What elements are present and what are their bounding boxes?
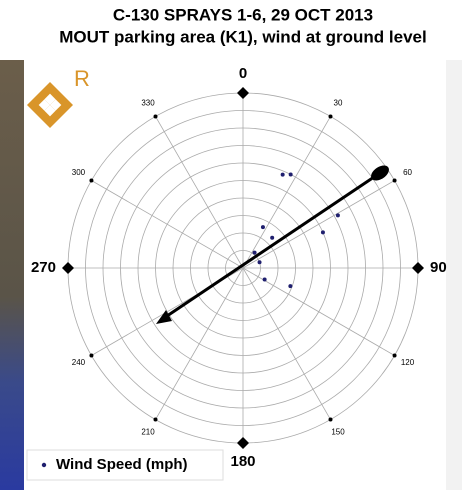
data-point — [281, 173, 285, 177]
theta-tick-label: 180 — [230, 453, 255, 470]
legend: Wind Speed (mph) — [27, 450, 223, 480]
tick-marker — [154, 114, 158, 118]
background-image-strip — [0, 60, 24, 490]
data-point — [253, 251, 257, 255]
tick-marker — [154, 418, 158, 422]
theta-tick-label: 330 — [141, 99, 155, 108]
theta-tick-label: 120 — [401, 358, 415, 367]
theta-tick-label: 0 — [239, 65, 247, 82]
data-point — [258, 260, 262, 264]
theta-tick-label: 30 — [334, 99, 343, 108]
theta-tick-label: 60 — [403, 168, 412, 177]
chart-title: C-130 SPRAYS 1-6, 29 OCT 2013 — [113, 5, 373, 24]
theta-tick-label: 210 — [141, 428, 155, 437]
data-point — [263, 278, 267, 282]
data-point — [270, 236, 274, 240]
chart: C-130 SPRAYS 1-6, 29 OCT 2013 MOUT parki… — [0, 0, 462, 490]
legend-marker — [42, 463, 46, 467]
logo-letter: R — [74, 66, 90, 91]
data-point — [321, 230, 325, 234]
tick-marker — [329, 418, 333, 422]
tick-marker — [89, 179, 93, 183]
theta-tick-label: 90 — [430, 259, 447, 276]
data-point — [261, 225, 265, 229]
legend-label: Wind Speed (mph) — [56, 456, 188, 473]
theta-tick-label: 270 — [31, 259, 56, 276]
background-strip — [446, 60, 462, 490]
data-point — [336, 213, 340, 217]
page: {"chart_data": {"type": "polar-scatter",… — [0, 0, 462, 490]
tick-marker — [329, 114, 333, 118]
tick-marker — [393, 354, 397, 358]
chart-subtitle: MOUT parking area (K1), wind at ground l… — [59, 27, 426, 46]
data-point — [288, 284, 292, 288]
data-point — [289, 172, 293, 176]
theta-tick-label: 300 — [72, 168, 86, 177]
tick-marker — [89, 354, 93, 358]
tick-marker — [393, 179, 397, 183]
theta-tick-label: 240 — [72, 358, 86, 367]
theta-tick-label: 150 — [331, 428, 345, 437]
